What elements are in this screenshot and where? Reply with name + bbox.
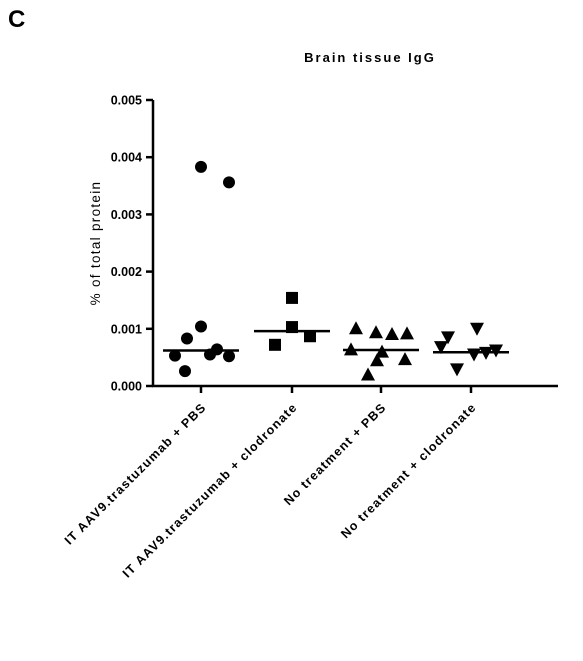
- data-point-circle: [181, 332, 193, 345]
- data-point-circle: [179, 365, 191, 378]
- data-point-triangle-down: [434, 341, 448, 355]
- x-tick-label: IT AAV9.trastuzumab + PBS: [62, 400, 209, 547]
- data-point-triangle-up: [349, 321, 363, 335]
- data-point-triangle-up: [361, 367, 375, 381]
- axes: [151, 100, 558, 388]
- data-point-triangle-down: [441, 331, 455, 345]
- y-tick-label: 0.001: [111, 322, 142, 336]
- data-point-circle: [195, 160, 207, 173]
- data-point-triangle-down: [467, 348, 481, 362]
- data-point-triangle-up: [369, 325, 383, 339]
- x-tick-label: IT AAV9.trastuzumab + clodronate: [120, 400, 300, 580]
- y-tick-label: 0.004: [111, 151, 142, 165]
- data-point-square: [286, 291, 298, 304]
- y-axis-label: % of total protein: [88, 181, 103, 306]
- data-point-circle: [223, 350, 235, 363]
- data-point-circle: [195, 320, 207, 333]
- data-point-triangle-up: [385, 326, 399, 340]
- data-point-circle: [223, 176, 235, 189]
- y-tick-label: 0.002: [111, 265, 142, 279]
- data-point-triangle-up: [400, 326, 414, 340]
- data-point-triangle-up: [370, 353, 384, 367]
- data-points: [169, 160, 503, 381]
- y-tick-label: 0.003: [111, 208, 142, 222]
- x-tick-label: No treatment + PBS: [281, 400, 389, 508]
- y-tick-label: 0.005: [111, 94, 142, 108]
- panel-label: C: [8, 6, 26, 33]
- y-ticks: 0.000 0.001 0.002 0.003 0.004 0.005: [111, 94, 153, 394]
- data-point-circle: [169, 349, 181, 362]
- data-point-triangle-down: [470, 322, 484, 336]
- y-tick-label: 0.000: [111, 380, 142, 394]
- data-point-triangle-down: [450, 363, 464, 377]
- chart-title: Brain tissue IgG: [304, 50, 436, 65]
- data-point-triangle-up: [398, 352, 412, 366]
- data-point-square: [304, 330, 316, 343]
- median-lines: [163, 329, 509, 354]
- data-point-square: [269, 338, 281, 351]
